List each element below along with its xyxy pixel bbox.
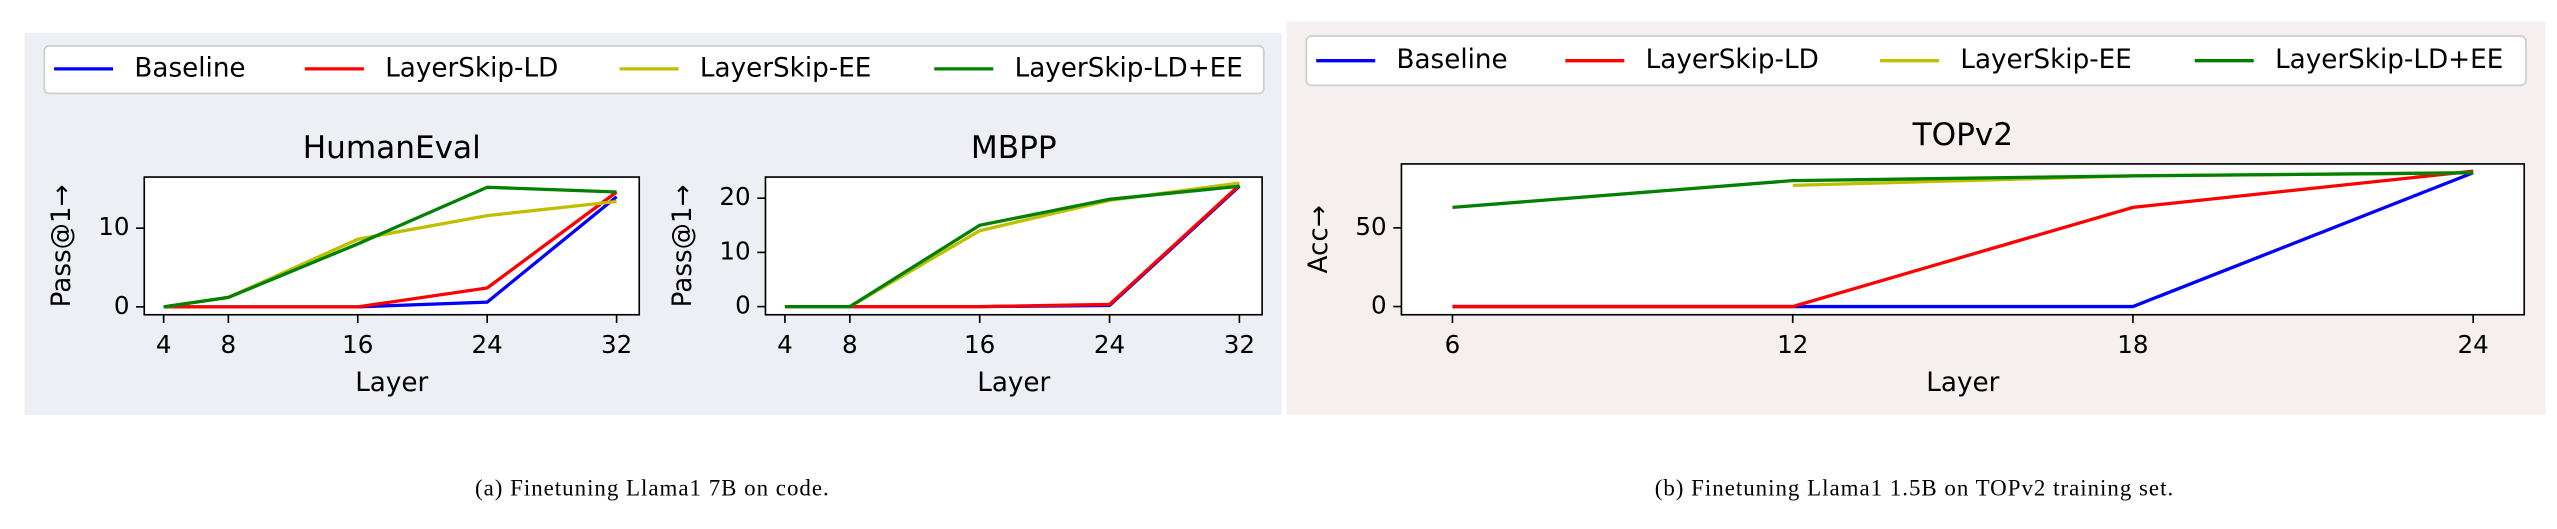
plot-area [765, 177, 1263, 315]
legend-label: Baseline [134, 53, 245, 83]
x-tick-label: 16 [342, 330, 373, 359]
plot-frame [764, 176, 1263, 316]
y-tick-label: 20 [719, 182, 750, 211]
legend-label: LayerSkip-EE [1960, 45, 2131, 75]
chart-title: MBPP [971, 130, 1057, 166]
x-tick-label: 24 [1094, 330, 1125, 359]
legend-label: Baseline [1397, 45, 1508, 75]
x-tick-label: 24 [472, 330, 503, 359]
x-axis-label: Layer [355, 368, 428, 398]
chart-title: TOPv2 [1912, 117, 2014, 153]
legend-label: LayerSkip-LD [385, 53, 558, 83]
x-tick-label: 16 [964, 330, 995, 359]
x-axis-label: Layer [977, 368, 1050, 398]
x-tick-label: 24 [2458, 330, 2489, 359]
y-tick-label: 50 [1355, 212, 1386, 241]
series-line [1452, 169, 2474, 309]
y-tick-label: 10 [98, 212, 129, 241]
plot-frame [143, 176, 641, 316]
x-axis-label: Layer [1926, 368, 1999, 398]
x-tick-label: 8 [221, 330, 237, 359]
caption: (a) Finetuning Llama1 7B on code. [475, 475, 830, 500]
series-line [784, 184, 1240, 309]
x-tick-label: 4 [777, 330, 793, 359]
x-tick-label: 6 [1445, 330, 1461, 359]
series-line [1452, 171, 2474, 210]
x-tick-label: 4 [156, 330, 172, 359]
plot-frame [1400, 163, 2526, 316]
caption: (b) Finetuning Llama1 1.5B on TOPv2 trai… [1655, 475, 2174, 500]
series-line [163, 190, 618, 309]
legend-label: LayerSkip-LD+EE [1015, 53, 1243, 83]
y-tick-label: 0 [1371, 291, 1387, 320]
plot-area [144, 177, 640, 315]
series-line [163, 185, 617, 309]
chart-title: HumanEval [303, 130, 481, 166]
y-tick-label: 0 [114, 291, 130, 320]
x-tick-label: 12 [1777, 330, 1808, 359]
legend-label: LayerSkip-LD+EE [2275, 45, 2503, 75]
x-tick-label: 32 [601, 330, 632, 359]
legend-label: LayerSkip-EE [700, 53, 871, 83]
y-axis-label: Pass@1→ [47, 184, 77, 307]
y-tick-label: 10 [719, 236, 750, 265]
y-axis-label: Acc→ [1304, 205, 1334, 273]
y-axis-label: Pass@1→ [668, 184, 698, 307]
y-tick-label: 0 [735, 291, 751, 320]
legend-label: LayerSkip-LD [1646, 45, 1819, 75]
x-tick-label: 18 [2117, 330, 2148, 359]
x-tick-label: 8 [842, 330, 858, 359]
x-tick-label: 32 [1224, 330, 1255, 359]
plot-area [1401, 163, 2525, 315]
